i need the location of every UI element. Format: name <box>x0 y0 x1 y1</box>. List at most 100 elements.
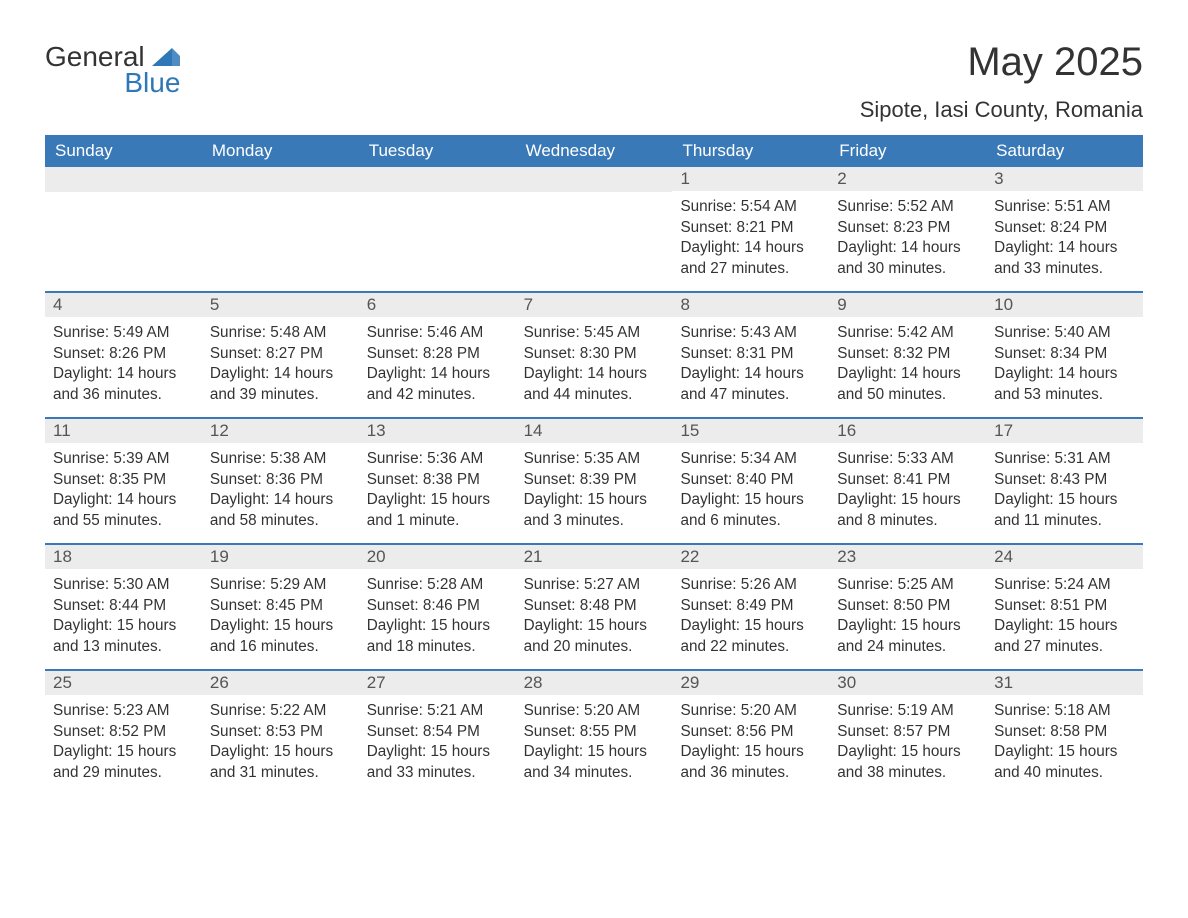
sunrise-text: Sunrise: 5:24 AM <box>994 575 1135 596</box>
sunset-text: Sunset: 8:51 PM <box>994 596 1135 617</box>
calendar-day: 23Sunrise: 5:25 AMSunset: 8:50 PMDayligh… <box>829 545 986 669</box>
day-number: 27 <box>359 671 516 695</box>
sunrise-text: Sunrise: 5:18 AM <box>994 701 1135 722</box>
calendar-header-row: SundayMondayTuesdayWednesdayThursdayFrid… <box>45 135 1143 167</box>
day-number: 25 <box>45 671 202 695</box>
day-number: 22 <box>672 545 829 569</box>
day-body: Sunrise: 5:35 AMSunset: 8:39 PMDaylight:… <box>516 443 673 542</box>
daylight-text: Daylight: 15 hours and 29 minutes. <box>53 742 194 783</box>
daylight-text: Daylight: 15 hours and 24 minutes. <box>837 616 978 657</box>
day-body: Sunrise: 5:20 AMSunset: 8:56 PMDaylight:… <box>672 695 829 794</box>
calendar-day: 8Sunrise: 5:43 AMSunset: 8:31 PMDaylight… <box>672 293 829 417</box>
sunrise-text: Sunrise: 5:40 AM <box>994 323 1135 344</box>
sunrise-text: Sunrise: 5:38 AM <box>210 449 351 470</box>
calendar-day: 10Sunrise: 5:40 AMSunset: 8:34 PMDayligh… <box>986 293 1143 417</box>
day-number: 21 <box>516 545 673 569</box>
calendar-week: 1Sunrise: 5:54 AMSunset: 8:21 PMDaylight… <box>45 167 1143 291</box>
sunset-text: Sunset: 8:28 PM <box>367 344 508 365</box>
day-body: Sunrise: 5:27 AMSunset: 8:48 PMDaylight:… <box>516 569 673 668</box>
sunset-text: Sunset: 8:52 PM <box>53 722 194 743</box>
sunrise-text: Sunrise: 5:49 AM <box>53 323 194 344</box>
day-number: 29 <box>672 671 829 695</box>
sunrise-text: Sunrise: 5:23 AM <box>53 701 194 722</box>
title-block: May 2025 Sipote, Iasi County, Romania <box>860 40 1143 123</box>
day-body: Sunrise: 5:46 AMSunset: 8:28 PMDaylight:… <box>359 317 516 416</box>
sunrise-text: Sunrise: 5:46 AM <box>367 323 508 344</box>
weekday-header: Wednesday <box>516 135 673 167</box>
sunset-text: Sunset: 8:46 PM <box>367 596 508 617</box>
sunrise-text: Sunrise: 5:26 AM <box>680 575 821 596</box>
day-body: Sunrise: 5:49 AMSunset: 8:26 PMDaylight:… <box>45 317 202 416</box>
day-body: Sunrise: 5:26 AMSunset: 8:49 PMDaylight:… <box>672 569 829 668</box>
sunrise-text: Sunrise: 5:48 AM <box>210 323 351 344</box>
sunset-text: Sunset: 8:24 PM <box>994 218 1135 239</box>
day-number: 10 <box>986 293 1143 317</box>
day-number: 4 <box>45 293 202 317</box>
day-body: Sunrise: 5:24 AMSunset: 8:51 PMDaylight:… <box>986 569 1143 668</box>
calendar-day: 13Sunrise: 5:36 AMSunset: 8:38 PMDayligh… <box>359 419 516 543</box>
sunset-text: Sunset: 8:40 PM <box>680 470 821 491</box>
sunset-text: Sunset: 8:49 PM <box>680 596 821 617</box>
calendar-day: 22Sunrise: 5:26 AMSunset: 8:49 PMDayligh… <box>672 545 829 669</box>
sunset-text: Sunset: 8:54 PM <box>367 722 508 743</box>
day-number: 7 <box>516 293 673 317</box>
sunrise-text: Sunrise: 5:19 AM <box>837 701 978 722</box>
daylight-text: Daylight: 15 hours and 8 minutes. <box>837 490 978 531</box>
sunset-text: Sunset: 8:32 PM <box>837 344 978 365</box>
day-number: 31 <box>986 671 1143 695</box>
weekday-header: Friday <box>829 135 986 167</box>
sunset-text: Sunset: 8:36 PM <box>210 470 351 491</box>
day-number: 14 <box>516 419 673 443</box>
day-number <box>45 167 202 192</box>
sunset-text: Sunset: 8:35 PM <box>53 470 194 491</box>
sunset-text: Sunset: 8:55 PM <box>524 722 665 743</box>
day-body: Sunrise: 5:29 AMSunset: 8:45 PMDaylight:… <box>202 569 359 668</box>
day-number: 18 <box>45 545 202 569</box>
calendar-day: 16 Sunrise: 5:33 AMSunset: 8:41 PMDayligh… <box>829 419 986 543</box>
calendar-week: 4Sunrise: 5:49 AMSunset: 8:26 PMDaylight… <box>45 291 1143 417</box>
calendar-day: 1Sunrise: 5:54 AMSunset: 8:21 PMDaylight… <box>672 167 829 291</box>
sunset-text: Sunset: 8:26 PM <box>53 344 194 365</box>
calendar-day: 21Sunrise: 5:27 AMSunset: 8:48 PMDayligh… <box>516 545 673 669</box>
sunrise-text: Sunrise: 5:39 AM <box>53 449 194 470</box>
day-number: 16 <box>829 419 986 443</box>
sunrise-text: Sunrise: 5:20 AM <box>524 701 665 722</box>
sunset-text: Sunset: 8:38 PM <box>367 470 508 491</box>
calendar-day: 3Sunrise: 5:51 AMSunset: 8:24 PMDaylight… <box>986 167 1143 291</box>
daylight-text: Daylight: 14 hours and 53 minutes. <box>994 364 1135 405</box>
sunset-text: Sunset: 8:30 PM <box>524 344 665 365</box>
day-body: Sunrise: 5:36 AMSunset: 8:38 PMDaylight:… <box>359 443 516 542</box>
day-body: Sunrise: 5:51 AMSunset: 8:24 PMDaylight:… <box>986 191 1143 290</box>
day-body: Sunrise: 5:39 AMSunset: 8:35 PMDaylight:… <box>45 443 202 542</box>
logo: General Blue <box>45 40 180 97</box>
sunrise-text: Sunrise: 5:36 AM <box>367 449 508 470</box>
logo-text: General Blue <box>45 40 180 97</box>
day-body: Sunrise: 5:34 AMSunset: 8:40 PMDaylight:… <box>672 443 829 542</box>
day-number: 12 <box>202 419 359 443</box>
calendar-day: 11Sunrise: 5:39 AMSunset: 8:35 PMDayligh… <box>45 419 202 543</box>
calendar-day: 25 Sunrise: 5:23 AMSunset: 8:52 PMDayligh… <box>45 671 202 795</box>
calendar-day <box>359 167 516 291</box>
sunrise-text: Sunrise: 5:29 AM <box>210 575 351 596</box>
sunrise-text: Sunrise: 5:33 AM <box>837 449 978 470</box>
daylight-text: Daylight: 15 hours and 3 minutes. <box>524 490 665 531</box>
calendar-day: 17Sunrise: 5:31 AMSunset: 8:43 PMDayligh… <box>986 419 1143 543</box>
daylight-text: Daylight: 15 hours and 31 minutes. <box>210 742 351 783</box>
weekday-header: Thursday <box>672 135 829 167</box>
sunrise-text: Sunrise: 5:51 AM <box>994 197 1135 218</box>
sunset-text: Sunset: 8:56 PM <box>680 722 821 743</box>
sunset-text: Sunset: 8:41 PM <box>837 470 978 491</box>
sunrise-text: Sunrise: 5:28 AM <box>367 575 508 596</box>
day-body: Sunrise: 5:40 AMSunset: 8:34 PMDaylight:… <box>986 317 1143 416</box>
daylight-text: Daylight: 15 hours and 34 minutes. <box>524 742 665 783</box>
day-number: 23 <box>829 545 986 569</box>
day-number: 30 <box>829 671 986 695</box>
day-number <box>202 167 359 192</box>
calendar-day: 12 Sunrise: 5:38 AMSunset: 8:36 PMDayligh… <box>202 419 359 543</box>
day-number: 5 <box>202 293 359 317</box>
calendar-day: 31Sunrise: 5:18 AMSunset: 8:58 PMDayligh… <box>986 671 1143 795</box>
sunrise-text: Sunrise: 5:20 AM <box>680 701 821 722</box>
daylight-text: Daylight: 14 hours and 58 minutes. <box>210 490 351 531</box>
day-number: 2 <box>829 167 986 191</box>
sunset-text: Sunset: 8:50 PM <box>837 596 978 617</box>
